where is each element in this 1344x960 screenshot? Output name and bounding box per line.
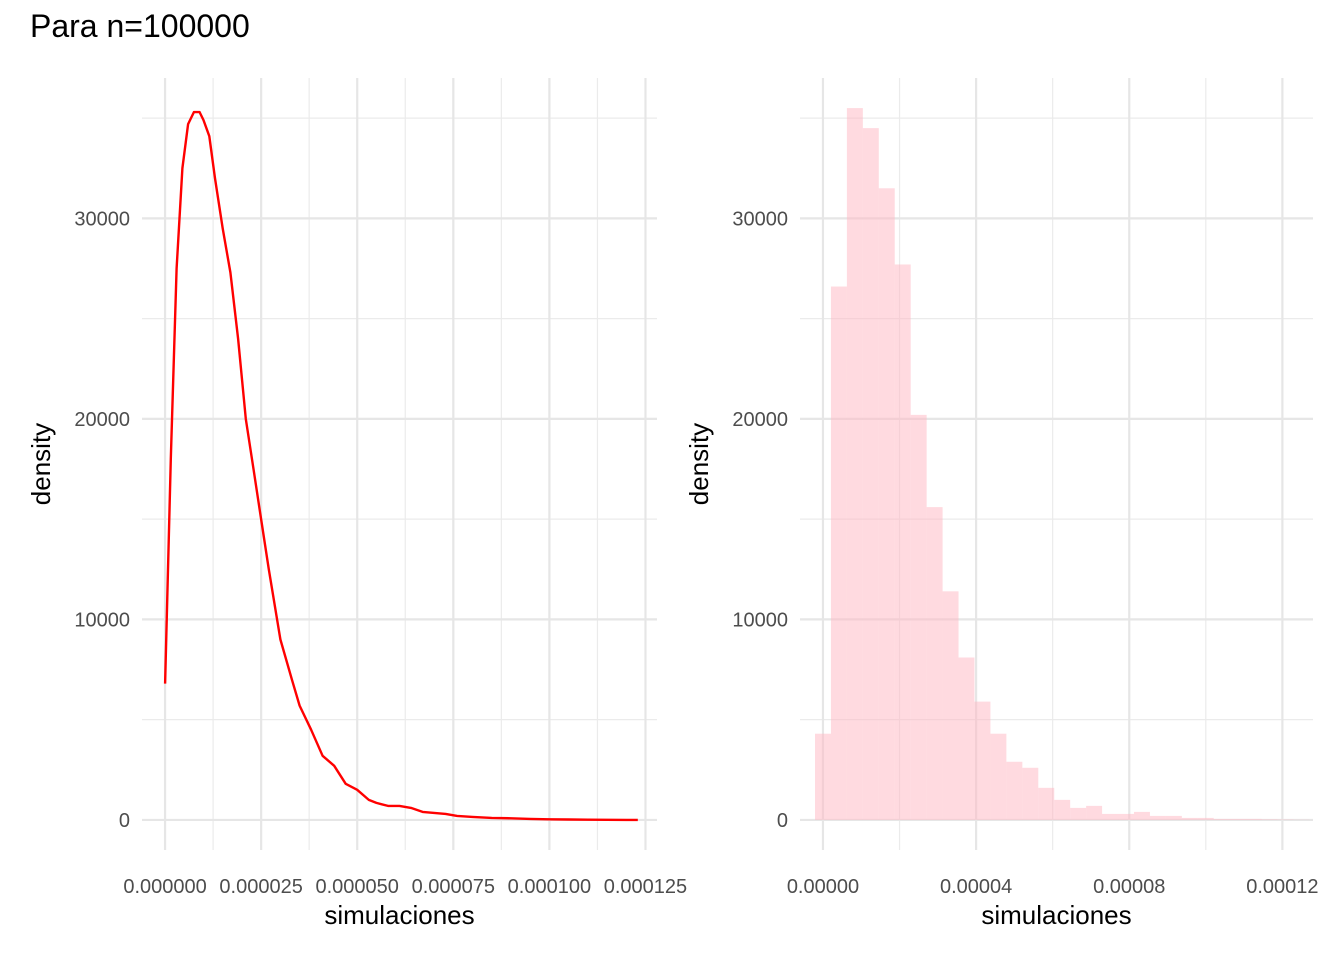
y-tick-label: 0	[119, 810, 130, 832]
x-axis-label: simulaciones	[981, 900, 1131, 930]
y-tick-label: 30000	[74, 208, 130, 230]
histogram-bar	[1118, 813, 1134, 820]
histogram-bar	[830, 286, 847, 820]
histogram-bar	[990, 733, 1007, 820]
x-tick-label: 0.00008	[1093, 876, 1165, 898]
y-axis-label: density	[26, 423, 56, 505]
x-tick-label: 0.000075	[412, 876, 495, 898]
x-tick-label: 0.000100	[508, 876, 591, 898]
y-axis-label: density	[684, 423, 714, 505]
histogram-bar	[1006, 761, 1023, 820]
histogram-bar	[958, 657, 975, 820]
y-tick-label: 20000	[732, 409, 788, 431]
x-tick-label: 0.00004	[940, 876, 1012, 898]
x-tick-label: 0.00012	[1246, 876, 1318, 898]
histogram-bar	[1038, 787, 1055, 820]
x-tick-label: 0.000000	[123, 876, 206, 898]
x-tick-label: 0.000050	[316, 876, 399, 898]
x-tick-label: 0.00000	[787, 876, 859, 898]
y-tick-label: 10000	[74, 609, 130, 631]
histogram-bar	[942, 591, 959, 820]
y-tick-label: 20000	[74, 409, 130, 431]
density-panel: 0 10000 20000 30000 0.000000 0.000025 0.000050…	[26, 78, 687, 930]
histogram-bar	[1165, 815, 1182, 820]
histogram-bar	[1086, 805, 1103, 820]
x-tick-label: 0.000025	[219, 876, 302, 898]
histogram-bar	[1245, 818, 1262, 820]
y-tick-label: 30000	[732, 208, 788, 230]
histogram-bar	[1133, 811, 1150, 820]
density-line	[163, 110, 638, 822]
page-title: Para n=100000	[30, 8, 250, 44]
histogram-bar	[846, 108, 863, 820]
histogram-bar	[862, 128, 879, 820]
histogram-bar	[910, 414, 927, 820]
histogram-bar	[878, 188, 895, 820]
y-tick-label: 10000	[732, 609, 788, 631]
histogram-bar	[926, 507, 943, 820]
histogram-bar	[1070, 807, 1087, 820]
histogram-bar	[974, 701, 991, 820]
x-axis-label: simulaciones	[324, 900, 474, 930]
x-tick-label: 0.000125	[604, 876, 687, 898]
histogram-bar	[1213, 818, 1230, 820]
histogram-bar	[1149, 815, 1166, 820]
histogram-bar	[1054, 799, 1071, 820]
histogram-bar	[1197, 817, 1214, 820]
histogram-panel: 0 10000 20000 30000 0.00000 0.00004 0.00008 0.0…	[684, 78, 1319, 930]
y-tick-label: 0	[777, 810, 788, 832]
histogram-bar	[1102, 813, 1119, 820]
histogram-bar	[894, 264, 911, 820]
histogram-bar	[1181, 817, 1198, 820]
histogram-bar	[1229, 818, 1246, 820]
histogram-bar	[1261, 819, 1278, 820]
histogram-bar	[1022, 767, 1039, 820]
histogram-bar	[814, 733, 831, 820]
